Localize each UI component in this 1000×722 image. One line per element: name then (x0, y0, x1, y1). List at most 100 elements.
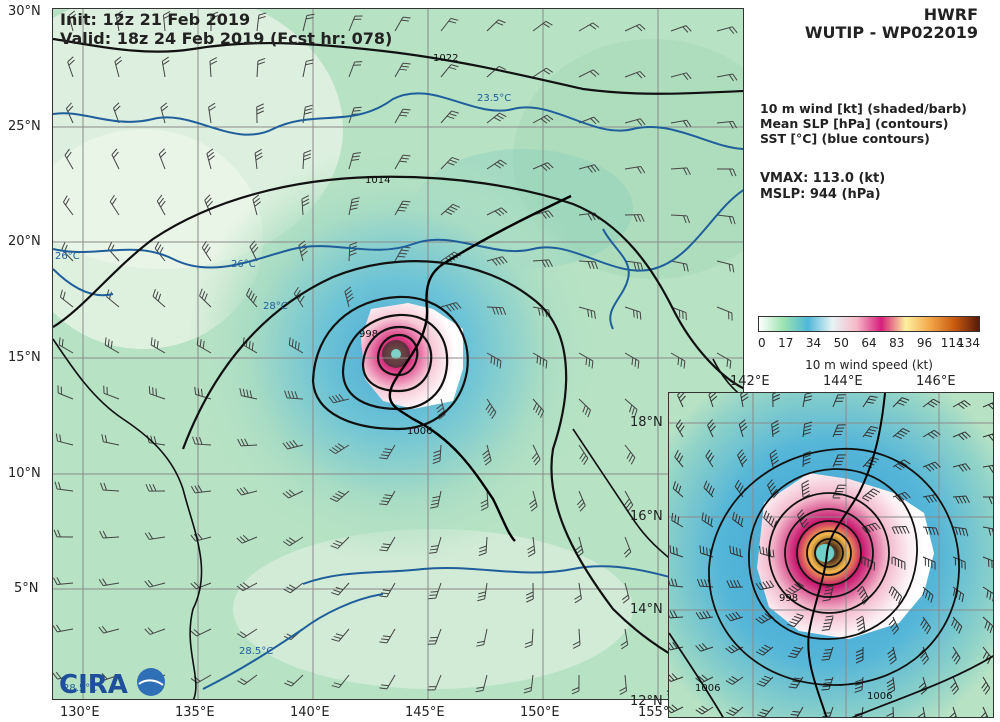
wind-barb (802, 450, 812, 468)
wind-barb (726, 579, 744, 588)
wind-barbs (53, 10, 738, 696)
slp-label: 1014 (365, 175, 390, 186)
wind-barb (952, 400, 971, 410)
lat-tick: 25°N (8, 119, 41, 134)
wind-barb (669, 545, 684, 558)
wind-barb (158, 148, 167, 170)
wind-barb (394, 246, 411, 262)
wind-barb (891, 526, 910, 535)
wind-barb (670, 167, 691, 176)
wind-barb (669, 673, 684, 682)
wind-barb (756, 675, 774, 687)
wind-barb (100, 482, 120, 492)
inset-map[interactable]: 998 1006 1006 (668, 392, 994, 718)
wind-barb (861, 488, 881, 502)
wind-barb (440, 17, 459, 32)
wind-barb (619, 674, 628, 696)
wind-barb (236, 486, 258, 496)
wind-barb (738, 419, 748, 438)
wind-barb (440, 203, 461, 216)
wind-barb (888, 616, 899, 635)
wind-barb (732, 511, 744, 528)
sst-label: 28.5°C (63, 683, 97, 694)
wind-barb (486, 256, 508, 266)
wind-barb (486, 19, 506, 32)
wind-barb (486, 207, 508, 217)
valid-line: Valid: 18z 24 Feb 2019 (Fcst hr: 078) (60, 29, 393, 48)
wind-barb (716, 352, 732, 369)
wind-barb (206, 148, 215, 170)
wind-barb (532, 259, 553, 268)
wind-barb (204, 194, 214, 216)
wind-barb (162, 10, 171, 32)
wind-barb (210, 11, 219, 32)
wind-barb (427, 674, 442, 691)
wind-barb (716, 214, 736, 225)
wind-barb (705, 449, 715, 468)
wind-barb (788, 676, 804, 689)
wind-barb (302, 13, 315, 32)
wind-barb (669, 704, 684, 714)
wind-barb (486, 352, 502, 369)
wind-barb (160, 102, 169, 124)
wind-barb (98, 673, 120, 681)
wind-barb (331, 674, 350, 689)
wind-barb (669, 641, 684, 651)
legend-slp: Mean SLP [hPa] (contours) (760, 116, 949, 131)
wind-barb (348, 197, 360, 216)
wind-barb (440, 110, 459, 124)
wind-barb (156, 194, 166, 216)
wind-barb (725, 611, 744, 622)
wind-barb (892, 397, 910, 408)
wind-barb (329, 490, 350, 502)
wind-barb (670, 352, 686, 369)
wind-barb (677, 393, 686, 408)
wind-barb (740, 393, 749, 408)
lat-tick: 30°N (8, 4, 41, 19)
wind-barb (283, 582, 304, 594)
wind-barb (99, 530, 120, 539)
wind-barb (486, 159, 507, 170)
wind-barb (379, 628, 396, 644)
wind-barb (669, 610, 684, 619)
wind-barb (624, 444, 636, 465)
wind-barb (237, 438, 258, 447)
lon-tick: 150°E (520, 705, 560, 720)
wind-barb (948, 706, 958, 717)
init-line: Init: 12z 21 Feb 2019 (60, 10, 251, 29)
wind-barb (53, 671, 74, 680)
wind-barb (531, 444, 541, 466)
wind-barb (344, 286, 354, 308)
sst-label: 28.5°C (239, 646, 273, 657)
wind-barb (716, 306, 733, 321)
wind-barb (302, 149, 312, 170)
wind-barb (707, 419, 716, 438)
slp-labels: 1022 1014 1006 998 (359, 53, 458, 437)
wind-barb (331, 628, 350, 642)
wind-barb (144, 627, 166, 635)
wind-barb (190, 485, 212, 494)
wind-barb (952, 586, 965, 603)
wind-barb (114, 56, 123, 78)
wind-barb (624, 260, 644, 271)
colorbar-tick-label: 34 (805, 336, 822, 350)
wind-barb (980, 706, 989, 717)
wind-barb (245, 287, 258, 308)
wind-barb (821, 676, 834, 691)
wind-barb (952, 495, 970, 504)
wind-barb (797, 509, 809, 529)
wind-barb (145, 483, 166, 492)
colorbar-tick-label: 96 (916, 336, 933, 350)
wind-barb (624, 306, 642, 320)
lon-tick: 155° (638, 705, 670, 720)
wind-barb (428, 536, 442, 554)
wind-barb (236, 534, 258, 544)
wind-barb (786, 613, 804, 628)
wind-barb (785, 581, 805, 595)
wind-barb (917, 706, 927, 717)
main-map[interactable]: 1022 1014 1006 998 23.5°C 26°C 26°C 28°C… (52, 8, 744, 700)
wind-barb (209, 57, 218, 78)
wind-barb (821, 646, 834, 661)
wind-barb (58, 337, 74, 354)
wind-barb (477, 582, 488, 602)
